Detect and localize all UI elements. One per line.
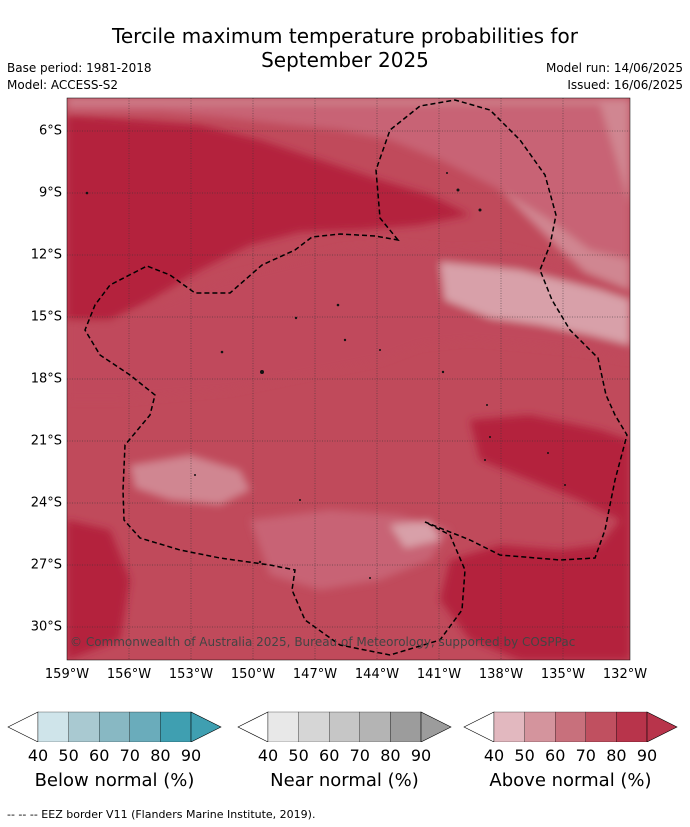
- above-50-south: [390, 520, 440, 548]
- colorbar-tick-label: 60: [319, 746, 340, 765]
- colorbar-tick-label: 70: [575, 746, 596, 765]
- colorbar-segment: [37, 711, 69, 742]
- colorbar-tick-label: 80: [150, 746, 171, 765]
- below-normal-ticks: 40 50 60 70 80 90: [7, 746, 222, 766]
- colorbar-tick-label: 50: [58, 746, 79, 765]
- lon-label: 153°W: [168, 667, 214, 682]
- colorbar-low-extension: [237, 711, 269, 742]
- colorbar-segment: [267, 711, 299, 742]
- lon-label: 132°W: [602, 667, 648, 682]
- issued-date: Issued: 16/06/2025: [567, 78, 683, 92]
- near-normal-ticks: 40 50 60 70 80 90: [237, 746, 452, 766]
- near-normal-colorbar: [237, 711, 452, 742]
- colorbar-tick-label: 90: [636, 746, 658, 765]
- colorbar-segment: [524, 711, 556, 742]
- colorbar-tick-label: 90: [410, 746, 432, 765]
- colorbar-tick-label: 40: [257, 746, 279, 765]
- lat-label: 18°S: [30, 371, 62, 387]
- colorbar-segment: [616, 711, 648, 742]
- above-80-south-west: [67, 520, 130, 660]
- lon-label: 156°W: [106, 667, 152, 682]
- colorbar-tick-label: 40: [27, 746, 49, 765]
- model-run: Model run: 14/06/2025: [545, 61, 683, 75]
- colorbar-segment: [390, 711, 422, 742]
- colorbar-segment: [585, 711, 617, 742]
- lat-label: 27°S: [30, 557, 62, 573]
- copyright-notice: © Commonwealth of Australia 2025, Bureau…: [70, 635, 576, 649]
- colorbar-high-extension: [420, 711, 452, 742]
- colorbar-segment: [68, 711, 100, 742]
- above-50-east: [440, 262, 630, 345]
- colorbar-high-extension: [646, 711, 678, 742]
- above-80-south-east: [440, 415, 630, 660]
- lon-label: 138°W: [478, 667, 524, 682]
- lon-label: 150°W: [230, 667, 276, 682]
- below-normal-colorbar: [7, 711, 222, 742]
- above-50-west: [130, 455, 250, 505]
- probability-map: [66, 97, 631, 661]
- colorbar-tick-label: 60: [89, 746, 110, 765]
- title-line-1: Tercile maximum temperature probabilitie…: [112, 24, 578, 48]
- legend-below-normal: 40 50 60 70 80 90 Below normal (%): [7, 708, 222, 798]
- lat-label: 30°S: [30, 619, 62, 635]
- colorbar-tick-label: 80: [380, 746, 401, 765]
- colorbar-tick-label: 80: [606, 746, 627, 765]
- colorbar-tick-label: 60: [545, 746, 566, 765]
- colorbar-tick-label: 40: [483, 746, 505, 765]
- below-normal-label: Below normal (%): [34, 770, 195, 791]
- lat-label: 9°S: [38, 185, 62, 201]
- colorbar-segment: [129, 711, 161, 742]
- colorbar-high-extension: [190, 711, 222, 742]
- above-normal-colorbar: [463, 711, 678, 742]
- above-normal-label: Above normal (%): [489, 770, 652, 791]
- above-80-north: [67, 115, 470, 320]
- eez-footnote: -- -- -- EEZ border V11 (Flanders Marine…: [7, 808, 316, 821]
- lon-label: 141°W: [416, 667, 462, 682]
- meta-left: Base period: 1981-2018 Model: ACCESS-S2: [7, 60, 152, 94]
- lat-label: 15°S: [30, 309, 62, 325]
- title-line-2: September 2025: [261, 48, 429, 72]
- colorbar-tick-label: 90: [180, 746, 202, 765]
- colorbar-segment: [99, 711, 130, 742]
- meta-right: Model run: 14/06/2025 Issued: 16/06/2025: [546, 60, 683, 94]
- eez-border: [84, 99, 628, 656]
- islands: [85, 172, 566, 579]
- colorbar-segment: [298, 711, 330, 742]
- lat-label: 12°S: [30, 247, 62, 263]
- lat-label: 21°S: [30, 433, 62, 449]
- colorbar-low-extension: [7, 711, 39, 742]
- above-normal-ticks: 40 50 60 70 80 90: [463, 746, 678, 766]
- colorbar-tick-label: 50: [288, 746, 309, 765]
- legend-near-normal: 40 50 60 70 80 90 Near normal (%): [237, 708, 452, 798]
- lon-label: 147°W: [292, 667, 338, 682]
- colorbar-segment: [493, 711, 525, 742]
- colorbar-segment: [160, 711, 192, 742]
- lon-label: 144°W: [354, 667, 400, 682]
- map-frame: [66, 97, 631, 661]
- lon-label: 159°W: [44, 667, 90, 682]
- colorbar-tick-label: 70: [349, 746, 370, 765]
- colorbar-segment: [555, 711, 586, 742]
- above-60-band: [67, 104, 630, 260]
- near-normal-label: Near normal (%): [270, 770, 419, 791]
- colorbar-tick-label: 50: [514, 746, 535, 765]
- lat-label: 6°S: [38, 123, 62, 139]
- base-period: Base period: 1981-2018: [7, 61, 152, 75]
- colorbar-segment: [359, 711, 391, 742]
- gridlines: [67, 98, 630, 660]
- model-name: Model: ACCESS-S2: [7, 78, 119, 92]
- lon-label: 135°W: [540, 667, 586, 682]
- colorbar-tick-label: 70: [119, 746, 140, 765]
- colorbar-segment: [329, 711, 360, 742]
- colorbar-low-extension: [463, 711, 495, 742]
- legend-above-normal: 40 50 60 70 80 90 Above normal (%): [463, 708, 678, 798]
- lat-label: 24°S: [30, 495, 62, 511]
- map-title: Tercile maximum temperature probabilitie…: [0, 24, 690, 72]
